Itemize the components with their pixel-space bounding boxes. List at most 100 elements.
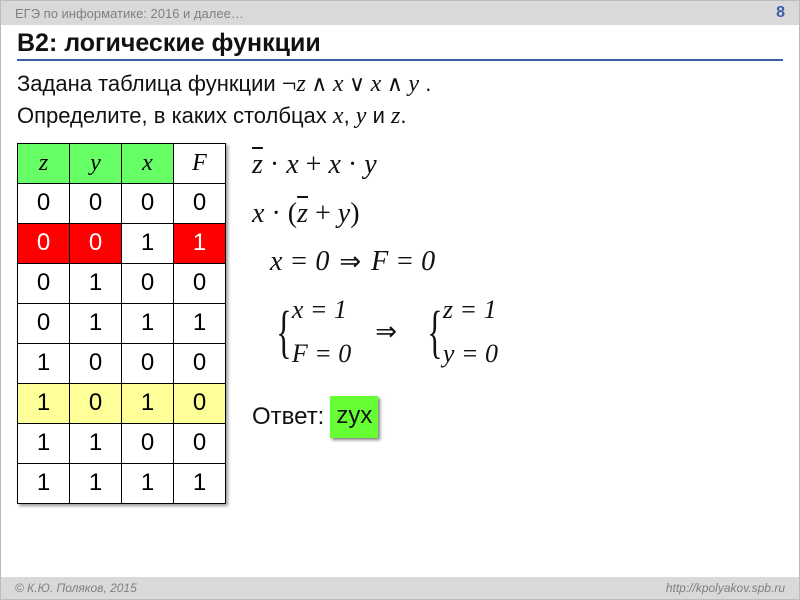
dot: · (264, 198, 287, 229)
table-cell: 0 (174, 343, 226, 383)
and-word: и (366, 103, 391, 128)
table-cell: 0 (174, 423, 226, 463)
table-cell: 1 (70, 463, 122, 503)
zbar: z (252, 149, 263, 180)
table-cell: 0 (18, 303, 70, 343)
var-y: y (408, 71, 419, 97)
table-cell: 1 (174, 463, 226, 503)
table-cell: 0 (70, 183, 122, 223)
table-cell: 1 (18, 343, 70, 383)
table-cell: 0 (70, 223, 122, 263)
table-row: 1111 (18, 463, 226, 503)
var-z-q: z (391, 103, 400, 129)
f-eq-0: F = 0 (371, 246, 435, 277)
table-cell: 0 (70, 343, 122, 383)
dot2: · (341, 149, 364, 180)
table-cell: 0 (18, 223, 70, 263)
period2: . (400, 103, 406, 128)
header-title: ЕГЭ по информатике: 2016 и далее… (15, 6, 244, 21)
table-header-row: z y x F (18, 143, 226, 183)
table-cell: 1 (122, 223, 174, 263)
th-y: y (70, 143, 122, 183)
table-cell: 1 (122, 303, 174, 343)
table-row: 1000 (18, 343, 226, 383)
table-cell: 0 (122, 423, 174, 463)
answer-value: zyx (330, 396, 378, 437)
and-op: ∧ (306, 71, 333, 96)
var-x: x (333, 71, 344, 97)
th-z: z (18, 143, 70, 183)
y: y (338, 198, 350, 229)
slide-title: B2: логические функции (17, 29, 783, 61)
th-x: x (122, 143, 174, 183)
task-text: Задана таблица функции ¬z ∧ x ∨ x ∧ y . … (1, 61, 799, 133)
task-line1-a: Задана таблица функции (17, 71, 282, 96)
var-x2: x (371, 71, 382, 97)
table-row: 1010 (18, 383, 226, 423)
footer-right: http://kpolyakov.spb.ru (666, 581, 785, 595)
table-cell: 0 (122, 343, 174, 383)
x2: x (328, 149, 340, 180)
content-row: z y x F 00000011010001111000101011001111… (1, 133, 799, 504)
table-cell: 1 (70, 303, 122, 343)
table-cell: 0 (122, 183, 174, 223)
lp: ( (288, 198, 297, 229)
math-column: z · x + x · y x · (z + y) x = 0⇒F = 0 { … (252, 143, 498, 504)
math-systems: { x = 1 F = 0 ⇒ { z = 1 y = 0 (252, 289, 498, 374)
zbar: z (297, 198, 308, 229)
system-2: { z = 1 y = 0 (421, 289, 498, 374)
table-cell: 0 (122, 263, 174, 303)
not-sign: ¬ (282, 69, 297, 98)
sys1-a: x = 1 (292, 289, 351, 331)
table-cell: 1 (174, 223, 226, 263)
table-cell: 0 (174, 383, 226, 423)
table-cell: 0 (18, 263, 70, 303)
table-cell: 1 (70, 263, 122, 303)
var-z: z (296, 71, 305, 97)
table-cell: 0 (18, 183, 70, 223)
x: x (252, 198, 264, 229)
table-cell: 1 (18, 463, 70, 503)
table-cell: 0 (70, 383, 122, 423)
or-op: ∨ (344, 71, 371, 96)
footer-left: © К.Ю. Поляков, 2015 (15, 581, 137, 595)
truth-table: z y x F 00000011010001111000101011001111 (17, 143, 226, 504)
title-row: B2: логические функции (1, 25, 799, 61)
implies-arrow: ⇒ (329, 247, 371, 276)
system-1: { x = 1 F = 0 (270, 289, 351, 374)
answer-row: Ответ: zyx (252, 396, 498, 437)
table-cell: 1 (122, 383, 174, 423)
x: x (286, 149, 298, 180)
table-cell: 1 (70, 423, 122, 463)
sys2-a: z = 1 (443, 289, 498, 331)
table-cell: 1 (18, 383, 70, 423)
table-cell: 1 (174, 303, 226, 343)
table-row: 1100 (18, 423, 226, 463)
period: . (419, 71, 431, 96)
x-eq-0: x = 0 (270, 246, 329, 277)
var-y-q: y (356, 103, 367, 129)
answer-label: Ответ: (252, 398, 324, 436)
table-row: 0100 (18, 263, 226, 303)
table-row: 0111 (18, 303, 226, 343)
left-brace-2: { (427, 303, 442, 361)
sys2-b: y = 0 (443, 333, 498, 375)
plus: + (308, 198, 338, 229)
task-line2-a: Определите, в каких столбцах (17, 103, 333, 128)
math-line-2: x · (z + y) (252, 192, 498, 237)
table-cell: 0 (174, 263, 226, 303)
dot: · (263, 149, 286, 180)
comma1: , (344, 103, 356, 128)
table-cell: 1 (18, 423, 70, 463)
implies-arrow-2: ⇒ (365, 311, 407, 353)
and-op2: ∧ (381, 71, 408, 96)
header-bar: ЕГЭ по информатике: 2016 и далее… 8 (1, 1, 799, 25)
var-x-q: x (333, 103, 344, 129)
math-line-3: x = 0⇒F = 0 (252, 240, 498, 285)
table-cell: 0 (174, 183, 226, 223)
plus: + (299, 149, 329, 180)
th-f: F (174, 143, 226, 183)
rp: ) (350, 198, 359, 229)
sys1-b: F = 0 (292, 333, 351, 375)
math-line-1: z · x + x · y (252, 143, 498, 188)
